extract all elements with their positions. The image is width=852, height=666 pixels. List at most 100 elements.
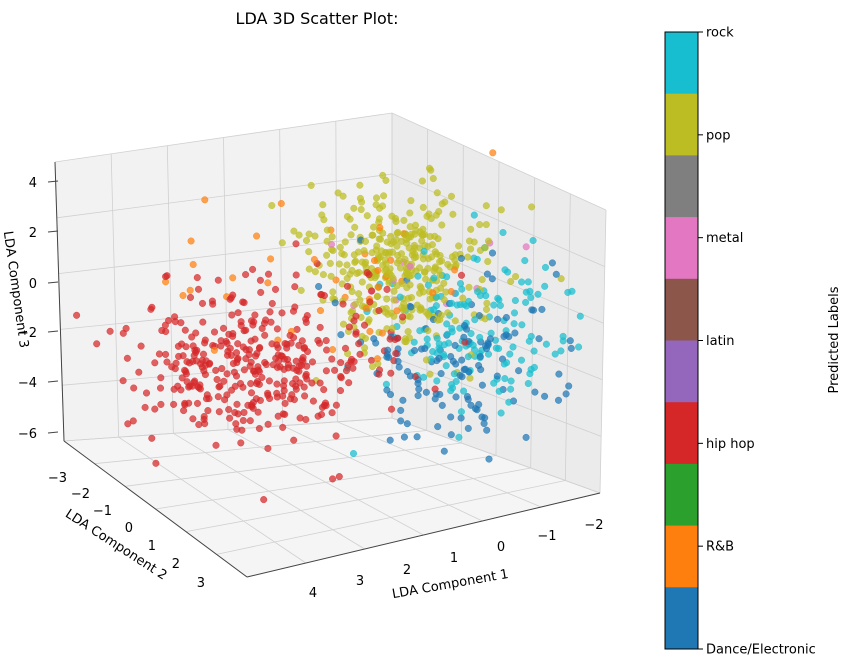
data-point xyxy=(195,421,203,429)
data-point xyxy=(393,242,401,250)
data-point xyxy=(357,205,365,213)
data-point xyxy=(291,283,299,291)
data-point xyxy=(352,257,360,265)
data-point xyxy=(316,323,324,331)
data-point xyxy=(448,299,456,307)
data-point xyxy=(383,295,391,303)
data-point xyxy=(295,341,303,349)
data-point xyxy=(361,260,369,268)
data-point xyxy=(119,329,127,337)
data-point xyxy=(388,212,396,220)
data-point xyxy=(424,327,432,335)
colorbar-tick-label: rock xyxy=(706,26,734,41)
data-point xyxy=(485,237,493,245)
data-point xyxy=(340,320,348,328)
chart-title: LDA 3D Scatter Plot: xyxy=(236,9,399,28)
data-point xyxy=(483,270,491,278)
data-point xyxy=(199,350,207,358)
data-point xyxy=(478,413,486,421)
data-point xyxy=(358,278,366,286)
data-point xyxy=(295,362,303,370)
data-point xyxy=(214,276,222,284)
data-point xyxy=(444,330,452,338)
data-point xyxy=(443,320,451,328)
data-point xyxy=(204,407,212,415)
data-point xyxy=(444,309,452,317)
grid-line xyxy=(94,430,427,465)
data-point xyxy=(237,318,245,326)
data-point xyxy=(507,278,515,286)
data-point xyxy=(483,426,491,434)
data-point xyxy=(350,204,358,212)
data-point xyxy=(469,341,477,349)
data-point xyxy=(373,194,381,202)
data-point xyxy=(429,289,437,297)
data-point xyxy=(375,307,383,315)
data-point xyxy=(443,273,451,281)
data-point xyxy=(329,247,337,255)
data-point xyxy=(163,358,171,366)
data-point xyxy=(360,247,368,255)
data-point xyxy=(447,431,455,439)
data-point xyxy=(407,197,415,205)
colorbar-segment xyxy=(665,463,698,527)
z-tick-label: −4 xyxy=(18,376,37,391)
data-point xyxy=(189,261,197,269)
data-point xyxy=(231,409,239,417)
data-point xyxy=(170,400,178,408)
data-point xyxy=(387,240,395,248)
data-point xyxy=(442,362,450,370)
data-point xyxy=(418,177,426,185)
data-point xyxy=(268,201,276,209)
data-point xyxy=(419,255,427,263)
data-point xyxy=(458,356,466,364)
data-point xyxy=(251,311,259,319)
data-point xyxy=(413,433,421,441)
data-point xyxy=(303,236,311,244)
data-point xyxy=(340,251,348,259)
data-point xyxy=(452,377,460,385)
data-point xyxy=(319,201,327,209)
z-tick-mark xyxy=(47,431,59,434)
z-tick-label: −6 xyxy=(18,427,37,442)
data-point xyxy=(258,374,266,382)
data-point xyxy=(339,268,347,276)
data-point xyxy=(202,357,210,365)
data-point xyxy=(427,215,435,223)
data-point xyxy=(564,288,572,296)
data-point xyxy=(257,288,265,296)
data-point xyxy=(309,358,317,366)
data-point xyxy=(386,436,394,444)
data-point xyxy=(447,387,455,395)
data-point xyxy=(273,363,281,371)
data-point xyxy=(475,312,483,320)
grid-line xyxy=(185,467,531,533)
data-point xyxy=(522,243,530,251)
data-point xyxy=(406,372,414,380)
data-point xyxy=(186,286,194,294)
data-point xyxy=(387,232,395,240)
data-point xyxy=(414,379,422,387)
data-point xyxy=(255,425,263,433)
y-tick-label: −1 xyxy=(93,504,112,519)
data-point xyxy=(467,330,475,338)
data-point xyxy=(237,439,245,447)
data-point xyxy=(273,341,281,349)
data-point xyxy=(181,326,189,334)
data-point xyxy=(405,233,413,241)
data-point xyxy=(382,249,390,257)
grid-line xyxy=(530,177,536,469)
data-point xyxy=(332,401,340,409)
data-point xyxy=(290,436,298,444)
data-point xyxy=(404,328,412,336)
data-point xyxy=(190,379,198,387)
colorbar-segment xyxy=(665,93,698,156)
data-point xyxy=(123,354,131,362)
data-point xyxy=(467,225,475,233)
data-point xyxy=(461,365,469,373)
data-point xyxy=(526,370,534,378)
data-point xyxy=(234,355,242,363)
data-point xyxy=(477,366,485,374)
data-point xyxy=(389,324,397,332)
data-point xyxy=(348,266,356,274)
